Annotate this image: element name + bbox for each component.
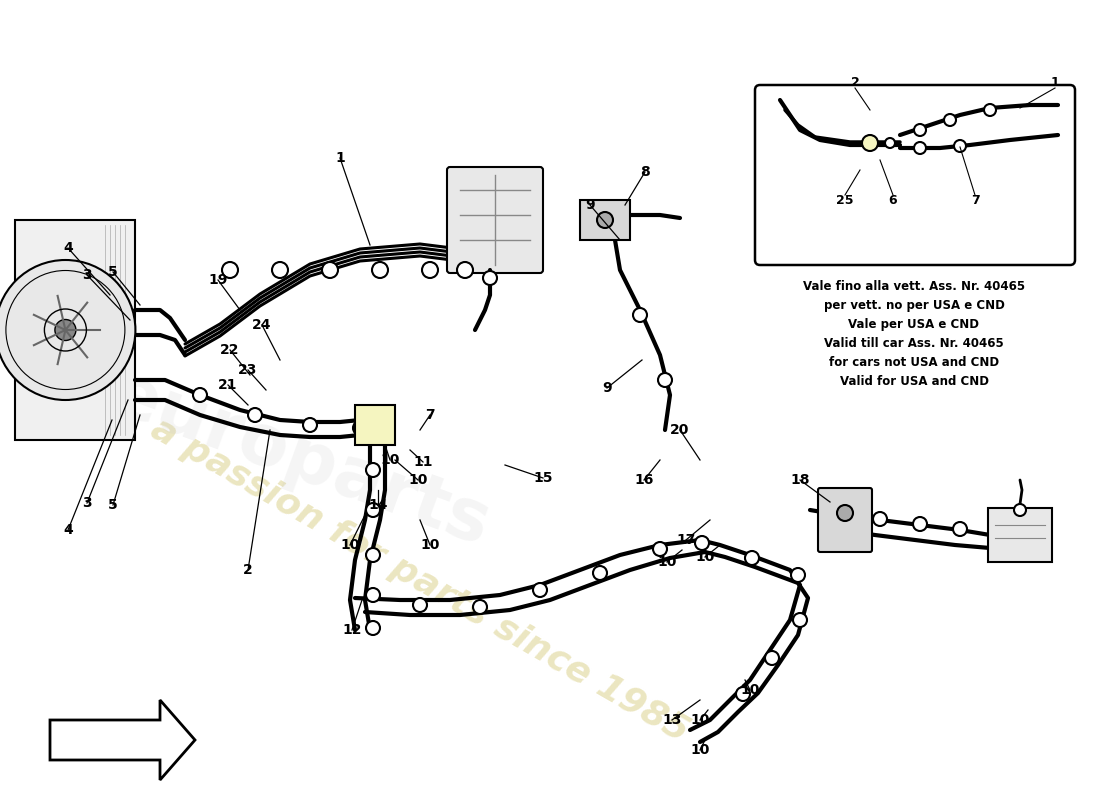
Circle shape <box>984 104 996 116</box>
Text: 10: 10 <box>740 683 760 697</box>
Text: Vale fino alla vett. Ass. Nr. 40465
per vett. no per USA e CND
Vale per USA e CN: Vale fino alla vett. Ass. Nr. 40465 per … <box>803 280 1025 388</box>
Text: 19: 19 <box>208 273 228 287</box>
FancyBboxPatch shape <box>15 220 135 440</box>
Text: 11: 11 <box>414 455 432 469</box>
Text: 10: 10 <box>420 538 440 552</box>
Text: 3: 3 <box>82 268 91 282</box>
Circle shape <box>764 651 779 665</box>
Text: 4: 4 <box>63 523 73 537</box>
Circle shape <box>412 598 427 612</box>
Circle shape <box>914 142 926 154</box>
Circle shape <box>366 588 379 602</box>
Circle shape <box>944 114 956 126</box>
Circle shape <box>913 517 927 531</box>
Circle shape <box>593 566 607 580</box>
Text: 16: 16 <box>635 473 653 487</box>
Circle shape <box>422 262 438 278</box>
Text: 8: 8 <box>640 165 650 179</box>
Polygon shape <box>580 200 630 240</box>
Circle shape <box>473 600 487 614</box>
Circle shape <box>222 262 238 278</box>
FancyBboxPatch shape <box>755 85 1075 265</box>
Circle shape <box>886 138 895 148</box>
Text: 2: 2 <box>850 77 859 90</box>
Circle shape <box>366 463 379 477</box>
Text: 6: 6 <box>889 194 898 206</box>
Text: 10: 10 <box>691 713 710 727</box>
Circle shape <box>597 212 613 228</box>
Text: 4: 4 <box>63 241 73 255</box>
Text: 7: 7 <box>970 194 979 206</box>
Circle shape <box>272 262 288 278</box>
FancyBboxPatch shape <box>447 167 543 273</box>
Text: 21: 21 <box>218 378 238 392</box>
Text: 23: 23 <box>239 363 257 377</box>
Circle shape <box>372 262 388 278</box>
Polygon shape <box>355 405 395 445</box>
Circle shape <box>366 621 379 635</box>
Circle shape <box>914 124 926 136</box>
Text: 7: 7 <box>426 408 434 422</box>
Text: 3: 3 <box>82 496 91 510</box>
Circle shape <box>862 135 878 151</box>
Circle shape <box>302 418 317 432</box>
Text: 25: 25 <box>836 194 854 206</box>
Text: a passion for parts since 1985: a passion for parts since 1985 <box>145 411 695 749</box>
Text: 13: 13 <box>662 713 682 727</box>
Circle shape <box>322 262 338 278</box>
Text: europarts: europarts <box>100 359 499 561</box>
Text: 2: 2 <box>243 563 253 577</box>
Circle shape <box>248 408 262 422</box>
Text: 20: 20 <box>670 423 690 437</box>
Text: 17: 17 <box>676 533 695 547</box>
Circle shape <box>695 536 710 550</box>
Text: 9: 9 <box>602 381 612 395</box>
Text: 5: 5 <box>108 265 118 279</box>
Text: 5: 5 <box>108 498 118 512</box>
Text: 1: 1 <box>1050 77 1059 90</box>
Circle shape <box>833 508 847 522</box>
Circle shape <box>366 548 379 562</box>
Polygon shape <box>50 700 195 780</box>
FancyBboxPatch shape <box>818 488 872 552</box>
Text: 10: 10 <box>658 555 676 569</box>
Circle shape <box>0 260 135 400</box>
Circle shape <box>653 542 667 556</box>
Circle shape <box>793 613 807 627</box>
Circle shape <box>837 505 852 521</box>
Circle shape <box>1014 504 1026 516</box>
Text: 14: 14 <box>368 498 387 512</box>
Circle shape <box>55 319 76 341</box>
Text: 24: 24 <box>252 318 272 332</box>
Circle shape <box>456 262 473 278</box>
Circle shape <box>954 140 966 152</box>
Text: 18: 18 <box>790 473 810 487</box>
Circle shape <box>192 388 207 402</box>
Text: 10: 10 <box>340 538 360 552</box>
Text: 22: 22 <box>220 343 240 357</box>
Circle shape <box>736 687 750 701</box>
Text: 10: 10 <box>408 473 428 487</box>
Circle shape <box>873 512 887 526</box>
Circle shape <box>366 503 379 517</box>
Circle shape <box>632 308 647 322</box>
Text: 15: 15 <box>534 471 552 485</box>
Circle shape <box>953 522 967 536</box>
Text: 12: 12 <box>342 623 362 637</box>
Text: 10: 10 <box>695 550 715 564</box>
FancyBboxPatch shape <box>988 508 1052 562</box>
Text: 1: 1 <box>336 151 345 165</box>
Circle shape <box>483 271 497 285</box>
Text: 9: 9 <box>585 198 595 212</box>
Text: 10: 10 <box>691 743 710 757</box>
Circle shape <box>534 583 547 597</box>
Circle shape <box>745 551 759 565</box>
Circle shape <box>658 373 672 387</box>
Text: 10: 10 <box>381 453 399 467</box>
Circle shape <box>791 568 805 582</box>
Circle shape <box>353 421 367 435</box>
